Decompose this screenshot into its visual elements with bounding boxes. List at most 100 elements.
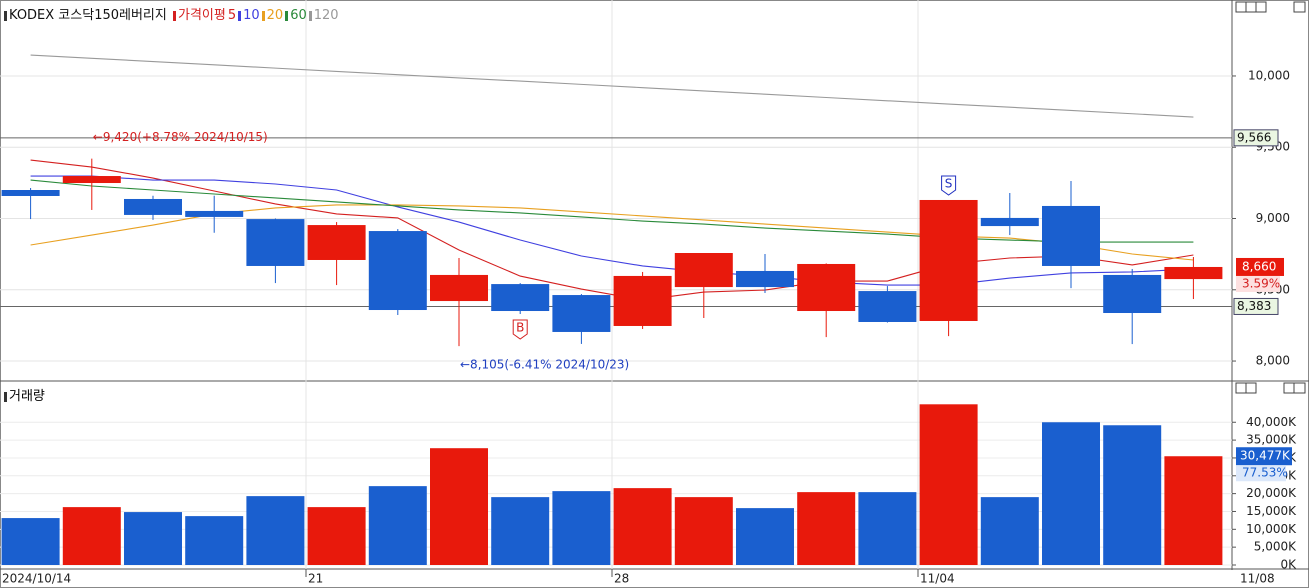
candle-body bbox=[1164, 266, 1223, 280]
signal-marker bbox=[512, 319, 528, 340]
button[interactable] bbox=[1293, 1, 1306, 13]
reference-label: 8,383 bbox=[1237, 299, 1271, 313]
volume-bar bbox=[797, 492, 856, 565]
x-tick-label: 21 bbox=[308, 572, 323, 586]
annotation: ←8,105(-6.41% 2024/10/23) bbox=[460, 358, 629, 372]
button[interactable] bbox=[1293, 382, 1306, 394]
x-tick-label: 2024/10/14 bbox=[2, 572, 71, 586]
ma-label: 가격이평 bbox=[177, 8, 226, 23]
x-tick-label: 11/08 bbox=[1240, 572, 1275, 586]
ratio-label: 77.53% bbox=[1242, 466, 1288, 480]
last-volume-label: 30,477K bbox=[1240, 449, 1291, 463]
volume-bar bbox=[185, 516, 244, 565]
button[interactable] bbox=[1245, 382, 1257, 394]
volume-bar bbox=[919, 404, 978, 565]
signal-label: B bbox=[516, 321, 524, 335]
volume-bar bbox=[980, 497, 1039, 565]
reference-label-box bbox=[1233, 297, 1279, 315]
legend-swatch bbox=[4, 10, 7, 21]
last-price-box bbox=[1236, 257, 1284, 276]
candle-body bbox=[368, 231, 427, 311]
candle-body bbox=[797, 263, 856, 312]
y-tick-label: 10,000K bbox=[1246, 522, 1297, 536]
button[interactable] bbox=[1283, 382, 1295, 394]
candle-body bbox=[246, 219, 305, 266]
x-tick-label: 28 bbox=[614, 572, 629, 586]
y-tick-label: 5,000K bbox=[1254, 540, 1297, 554]
last-volume-box bbox=[1236, 447, 1292, 466]
volume-bar bbox=[1, 518, 60, 565]
candle-body bbox=[1, 190, 60, 196]
button[interactable] bbox=[1255, 1, 1267, 13]
legend-swatch bbox=[308, 10, 312, 21]
annotation: ←9,420(+8.78% 2024/10/15) bbox=[93, 130, 268, 144]
reference-label: 9,566 bbox=[1237, 130, 1271, 144]
last-price-label: 8,660 bbox=[1242, 259, 1276, 273]
button[interactable] bbox=[1245, 1, 1257, 13]
y-tick-label: 20,000K bbox=[1246, 486, 1297, 500]
ratio-box bbox=[1236, 465, 1286, 482]
volume-bar bbox=[62, 507, 121, 565]
candle-body bbox=[307, 225, 366, 260]
candle-body bbox=[736, 270, 794, 288]
legend-swatch bbox=[238, 10, 242, 21]
volume-bar bbox=[246, 496, 305, 565]
volume-bar bbox=[491, 497, 550, 565]
candle-body bbox=[919, 199, 978, 321]
y-tick-label: 9,000 bbox=[1256, 211, 1290, 225]
y-tick-label: 10,000 bbox=[1248, 68, 1290, 82]
legend-entry: 60 bbox=[290, 8, 307, 23]
instrument-name: KODEX 코스닥150레버리지 bbox=[9, 8, 167, 23]
candle-body bbox=[124, 198, 182, 215]
signal-label: S bbox=[945, 176, 953, 190]
candle-body bbox=[858, 291, 917, 322]
button[interactable] bbox=[1235, 382, 1247, 394]
candle-body bbox=[62, 176, 121, 184]
candle-body bbox=[491, 284, 550, 312]
volume-bar bbox=[124, 512, 182, 565]
legend-swatch bbox=[285, 10, 289, 21]
volume-bar bbox=[368, 486, 427, 565]
volume-bar bbox=[430, 448, 488, 565]
volume-bar bbox=[307, 507, 366, 565]
moving-average-line bbox=[30, 179, 1194, 243]
candle-body bbox=[430, 274, 488, 302]
moving-average-line bbox=[30, 175, 1194, 286]
moving-average-line bbox=[30, 159, 1194, 301]
volume-bar bbox=[736, 508, 794, 565]
candle-body bbox=[1103, 274, 1162, 314]
legend-swatch bbox=[172, 10, 176, 21]
legend-entry: 20 bbox=[266, 8, 284, 23]
candle-body bbox=[1042, 205, 1100, 266]
volume-bar bbox=[858, 492, 917, 565]
x-tick-label: 11/04 bbox=[920, 572, 955, 586]
candle-body bbox=[613, 275, 672, 326]
volume-bar bbox=[613, 488, 672, 565]
legend-entry: 120 bbox=[313, 8, 339, 23]
reference-label-box bbox=[1233, 129, 1279, 147]
y-tick-label: 0K bbox=[1280, 558, 1297, 572]
y-tick-label: 35,000K bbox=[1246, 433, 1297, 447]
volume-bar bbox=[1042, 422, 1100, 565]
volume-bar bbox=[552, 491, 611, 565]
y-tick-label: 15,000K bbox=[1246, 504, 1297, 518]
candle-body bbox=[185, 210, 244, 217]
legend-swatch bbox=[261, 10, 265, 21]
candle-body bbox=[674, 253, 733, 288]
pane-buttons[interactable] bbox=[1235, 1, 1306, 394]
moving-average-line bbox=[30, 54, 1194, 118]
change-box bbox=[1236, 275, 1280, 292]
candle-body bbox=[980, 217, 1039, 227]
volume-bar bbox=[1164, 456, 1223, 565]
y-tick-label: 8,000 bbox=[1256, 354, 1290, 368]
volume-legend: 거래량 bbox=[4, 385, 45, 404]
change-label: 3.59% bbox=[1242, 276, 1280, 290]
y-tick-label: 40,000K bbox=[1246, 415, 1297, 429]
legend-entry: 5 bbox=[227, 8, 237, 23]
button[interactable] bbox=[1235, 1, 1247, 13]
signal-marker bbox=[941, 175, 957, 196]
volume-bar bbox=[1103, 425, 1162, 565]
volume-bar bbox=[674, 497, 733, 565]
